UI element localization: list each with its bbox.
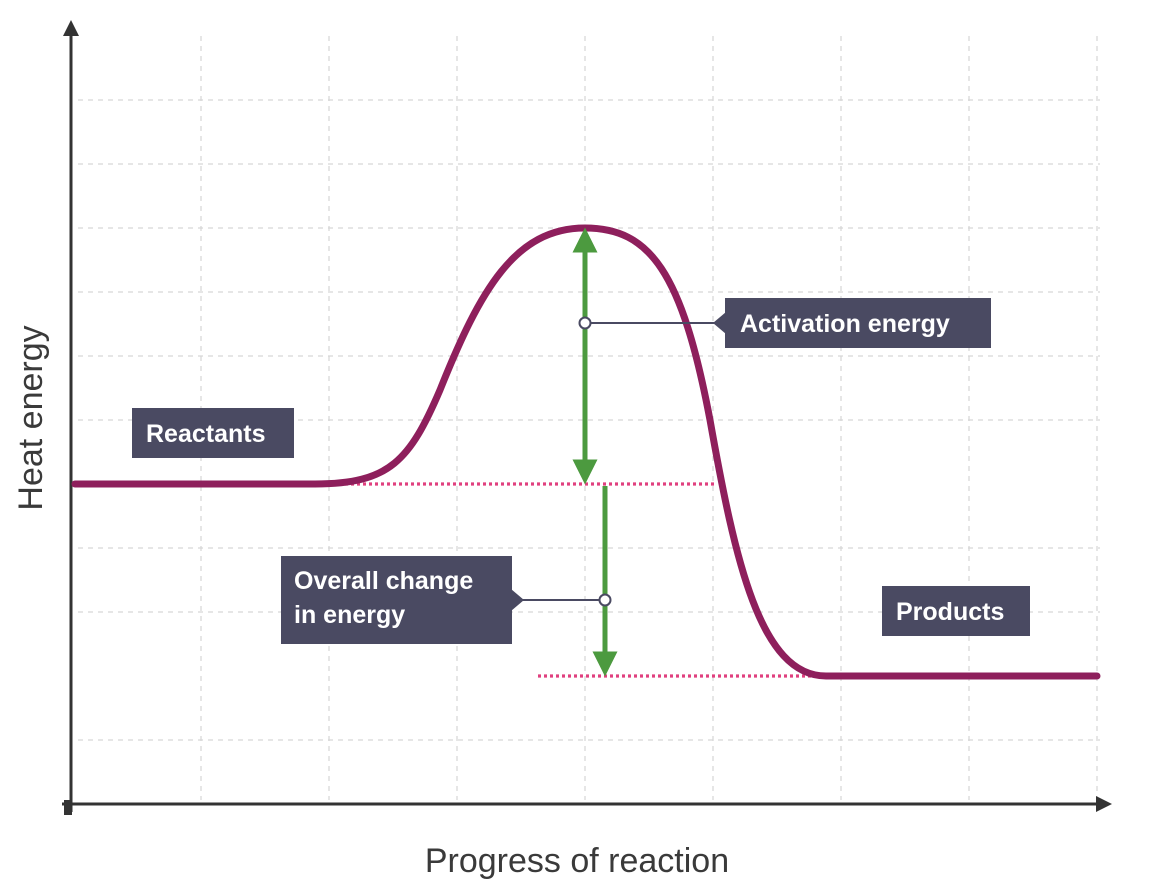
overall-change-label-box [281,556,512,644]
y-axis-title: Heat energy [12,325,50,510]
overall-change-anchor-dot [598,593,612,607]
activation-label-box [725,298,991,348]
overall-change-label-pointer [511,589,524,611]
products-label: Products [882,586,1030,636]
energy-levels [345,482,826,678]
reactants-label-box [132,408,294,458]
reactants-label: Reactants [132,408,294,458]
y-axis-arrowhead [63,20,79,36]
overall-change-label: Overall change in energy [281,556,524,644]
x-axis-title: Progress of reaction [425,842,729,880]
activation-energy-label: Activation energy [713,298,991,348]
activation-label-pointer [713,312,726,334]
overall-change-label-line1: Overall change [294,567,473,595]
energy-curve [71,224,1101,680]
axes [62,20,1112,815]
overall-change-label-line2: in energy [294,601,405,629]
products-label-box [882,586,1030,636]
origin-mark [64,800,72,815]
reactants-label-text: Reactants [146,420,266,448]
products-label-text: Products [896,598,1004,626]
activation-label-text: Activation energy [740,310,950,338]
x-axis-arrowhead [1096,796,1112,812]
activation-anchor-dot [578,316,592,330]
